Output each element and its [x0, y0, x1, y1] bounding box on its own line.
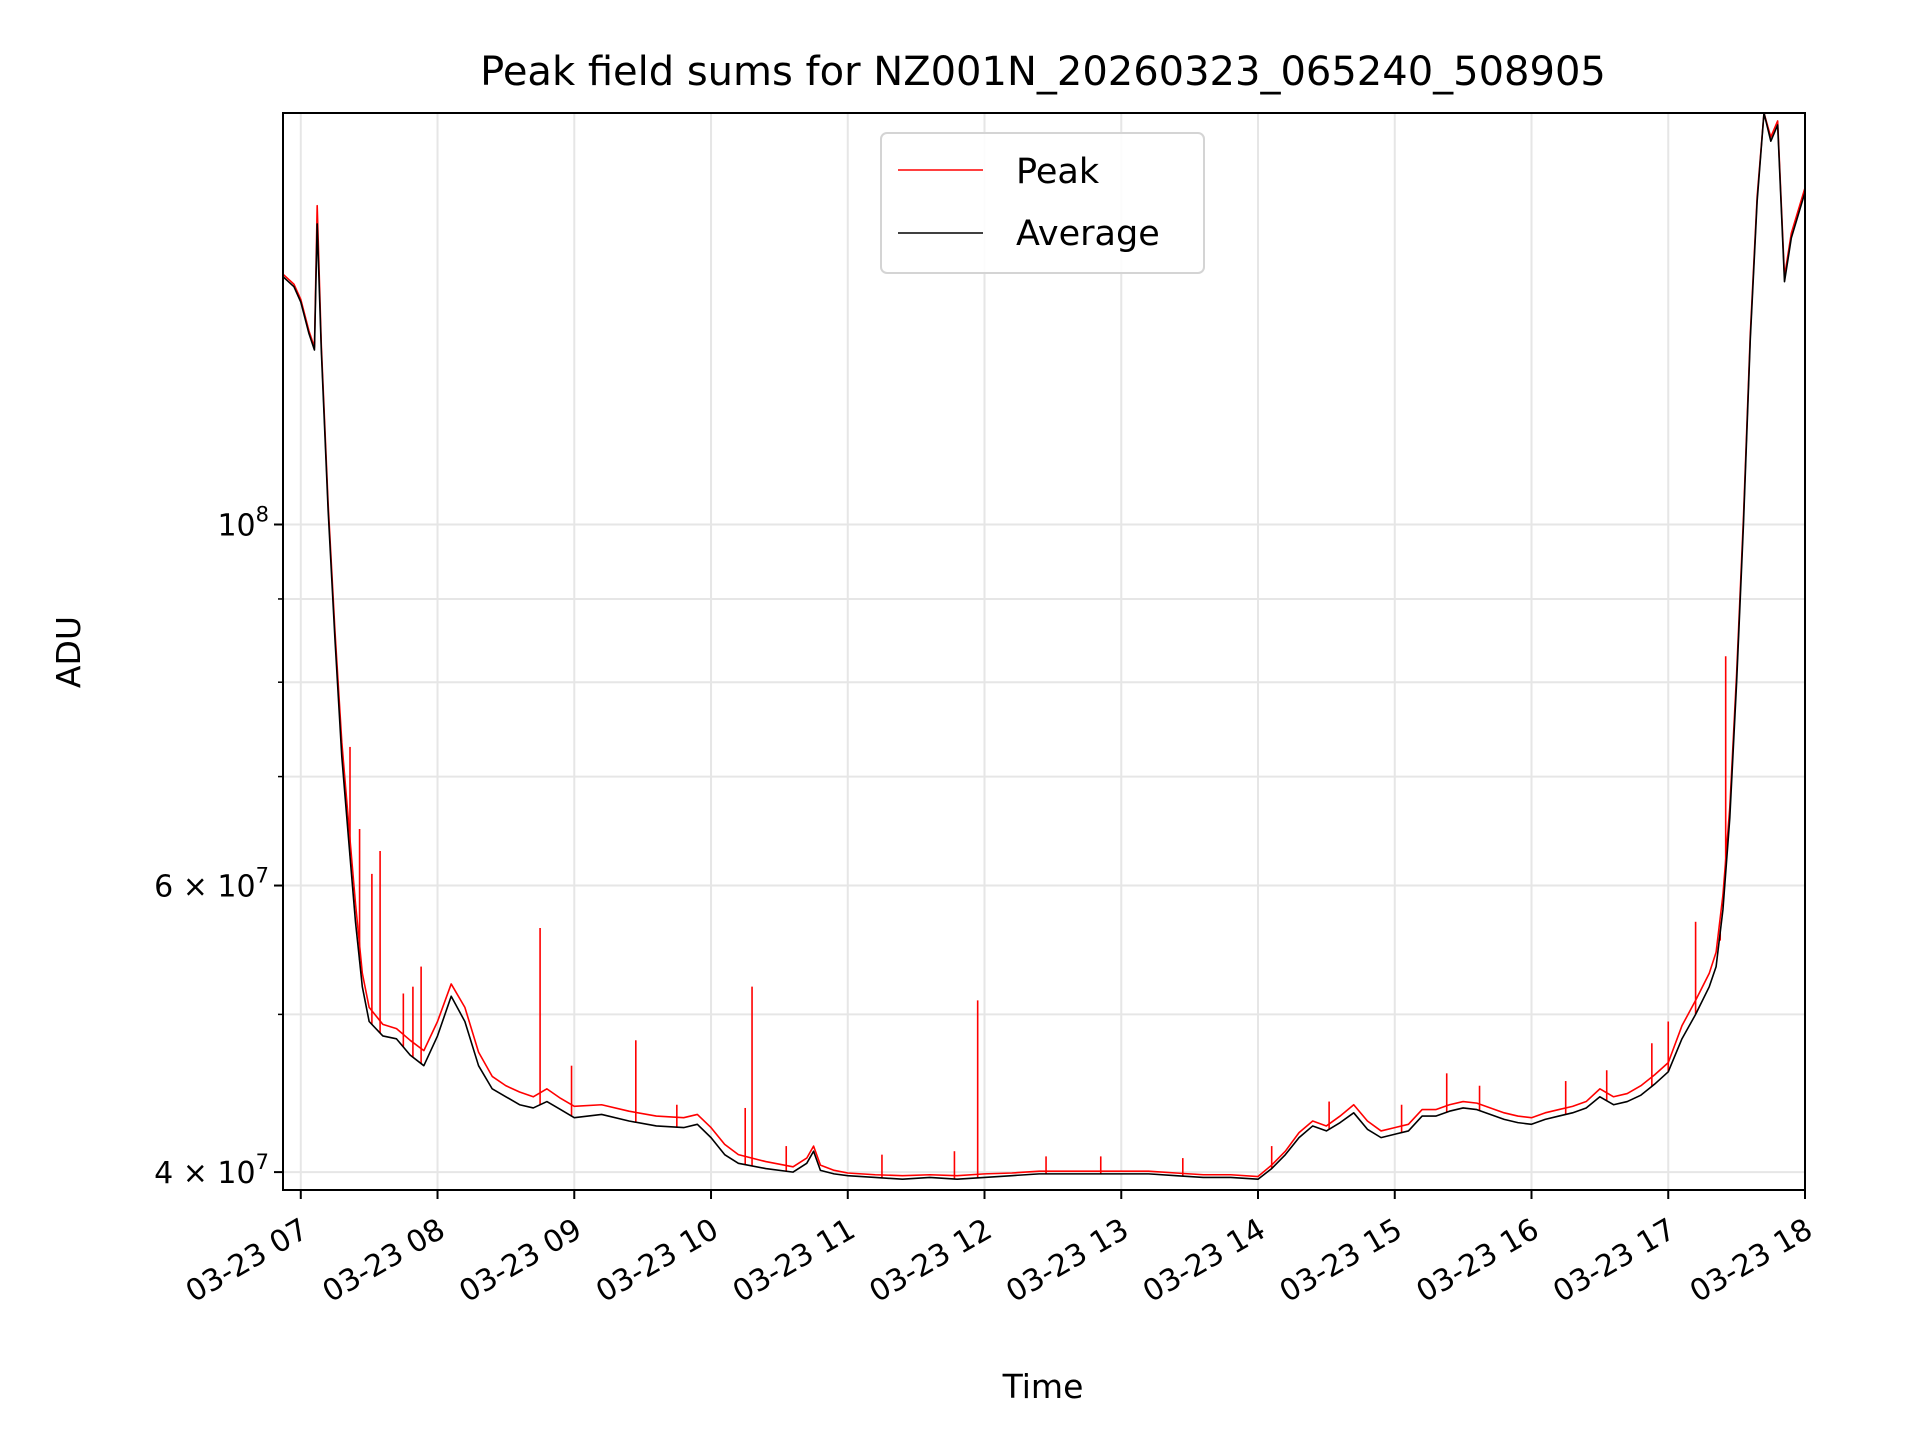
y-axis-label: ADU — [49, 616, 88, 688]
y-axis: 4 × 107 6 × 107 108 — [154, 502, 283, 1191]
peak-series-group — [282, 112, 1806, 1180]
legend: Peak Average — [880, 132, 1205, 274]
chart-title: Peak field sums for NZ001N_20260323_0652… — [480, 49, 1606, 95]
y-tick-label: 4 × 107 — [154, 1150, 269, 1191]
x-axis-label: Time — [1002, 1367, 1084, 1406]
y-tick-label: 6 × 107 — [154, 864, 269, 905]
legend-box — [880, 132, 1205, 274]
grid — [283, 113, 1806, 1190]
peak-series-line — [282, 112, 1806, 1178]
legend-label-peak: Peak — [1016, 152, 1100, 192]
plot-frame — [282, 112, 1806, 1191]
average-series-group — [282, 112, 1806, 1181]
legend-label-average: Average — [1016, 214, 1160, 254]
average-series-line — [282, 112, 1806, 1181]
y-tick-label: 108 — [217, 502, 269, 543]
